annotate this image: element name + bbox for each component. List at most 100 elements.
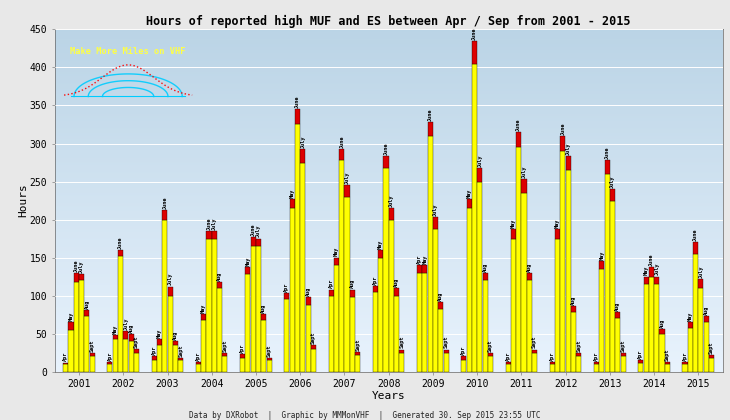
Bar [55,262,723,263]
Text: June: June [251,223,255,236]
Bar [55,106,723,107]
Bar [55,202,723,203]
Bar [55,68,723,69]
Text: May: May [644,266,648,276]
Bar [55,58,723,59]
Bar [55,299,723,300]
Bar [55,180,723,181]
Bar [55,283,723,284]
Text: July: July [300,135,305,148]
Bar [55,186,723,187]
Bar [55,257,723,259]
Bar [55,53,723,55]
Bar [284,293,289,299]
Bar [55,192,723,194]
Bar [55,340,723,341]
Bar [699,288,704,372]
Bar [55,204,723,205]
Bar [55,76,723,77]
Text: Aug: Aug [571,296,576,305]
Bar [511,229,516,239]
Bar [383,168,388,372]
Bar [328,289,334,296]
Bar [55,123,723,124]
Bar [55,98,723,99]
Bar [55,247,723,249]
Bar [311,349,316,372]
Text: Aug: Aug [438,292,443,301]
Bar [55,124,723,125]
Bar [55,158,723,160]
Bar [55,236,723,237]
Bar [55,150,723,152]
Bar [173,341,178,345]
Bar [55,102,723,104]
Bar [444,349,449,353]
Bar [55,134,723,136]
Text: July: July [433,204,438,216]
Bar [55,74,723,75]
Bar [55,128,723,129]
Bar [55,226,723,227]
Bar [55,144,723,146]
Bar [566,170,571,372]
Bar [55,47,723,49]
Bar [488,357,493,372]
Bar [55,329,723,331]
Bar [55,164,723,165]
Bar [196,362,201,364]
Bar [644,284,649,372]
Bar [55,336,723,338]
Bar [55,234,723,235]
Bar [157,345,162,372]
Bar [576,354,581,357]
Bar [207,231,212,239]
Bar [55,249,723,251]
Text: Aug: Aug [659,319,664,328]
Bar [55,108,723,109]
Bar [55,238,723,239]
Bar [128,333,134,341]
Bar [466,208,472,372]
Bar [55,109,723,110]
Text: Sept: Sept [178,344,183,357]
Bar [55,360,723,362]
Bar [55,312,723,313]
Text: June: June [604,147,610,159]
Bar [55,203,723,204]
Bar [55,278,723,279]
Bar [693,242,698,254]
Text: Apr: Apr [417,255,422,264]
Bar [55,233,723,234]
Bar [55,146,723,147]
Bar [55,252,723,253]
Bar [428,122,433,136]
Text: Aug: Aug [527,262,531,272]
Bar [55,79,723,80]
Bar [55,104,723,105]
Bar [699,279,704,288]
Bar [55,339,723,340]
Text: Apr: Apr [550,351,555,361]
Bar [55,36,723,37]
Bar [152,360,157,372]
Bar [55,130,723,131]
Bar [649,277,654,372]
Text: July: July [654,263,659,276]
Text: Apr: Apr [594,351,599,361]
Bar [399,349,404,353]
Bar [55,287,723,289]
Bar [438,302,443,309]
Bar [178,358,183,360]
Bar [55,105,723,106]
Bar [55,230,723,231]
Text: Apr: Apr [285,283,289,292]
Bar [107,364,112,372]
Bar [55,162,723,163]
Bar [55,65,723,66]
Text: Apr: Apr [683,351,688,361]
Bar [55,190,723,192]
Bar [55,149,723,150]
Bar [212,231,217,239]
Text: May: May [378,239,383,249]
